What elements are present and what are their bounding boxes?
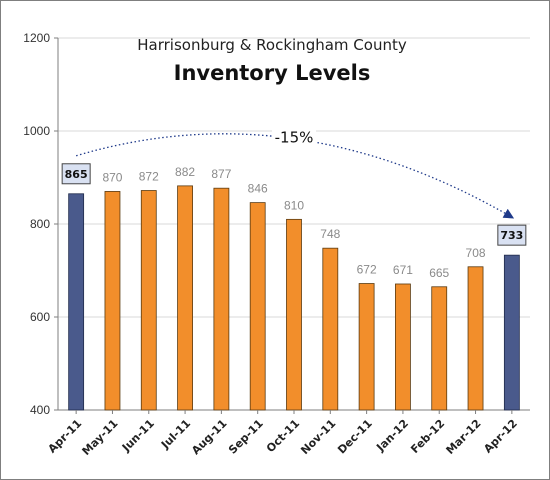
data-label: 733 (500, 229, 523, 242)
bar-Apr-11 (68, 193, 85, 411)
y-tick-label: 1000 (23, 124, 50, 138)
y-tick-label: 400 (30, 403, 50, 417)
data-label: 748 (320, 227, 340, 241)
chart-subtitle: Harrisonburg & Rockingham County (137, 36, 407, 54)
bar-Jul-11 (177, 185, 193, 411)
data-label: 870 (102, 170, 122, 184)
annotation-label-bg (272, 126, 316, 147)
data-label: 882 (175, 165, 195, 179)
bar-Mar-12 (467, 266, 484, 411)
data-label-box (497, 224, 527, 246)
y-tick-label: 800 (30, 217, 50, 231)
bar-Jan-12 (395, 283, 411, 411)
annotation-label: -15% (275, 129, 314, 147)
data-label: 672 (357, 263, 377, 277)
bar-Apr-12 (503, 254, 520, 411)
data-label: 708 (466, 246, 486, 260)
bar-Sep-11 (249, 202, 266, 411)
data-label-box (61, 163, 91, 185)
bar-Aug-11 (213, 187, 230, 411)
bar-Nov-11 (322, 247, 339, 411)
data-label: 671 (393, 263, 413, 277)
data-label: 877 (211, 167, 231, 181)
y-tick-label: 1200 (23, 31, 50, 45)
bar-Oct-11 (286, 218, 302, 411)
y-tick-label: 600 (30, 310, 50, 324)
bar-May-11 (104, 191, 121, 411)
chart-title: Inventory Levels (174, 61, 371, 85)
bar-Jun-11 (140, 190, 157, 411)
bar-Feb-12 (431, 286, 448, 411)
data-label: 665 (429, 266, 449, 280)
data-label: 846 (248, 182, 268, 196)
bar-Dec-11 (358, 283, 375, 411)
data-label: 810 (284, 198, 304, 212)
data-label: 865 (65, 168, 88, 181)
data-label: 872 (139, 170, 159, 184)
